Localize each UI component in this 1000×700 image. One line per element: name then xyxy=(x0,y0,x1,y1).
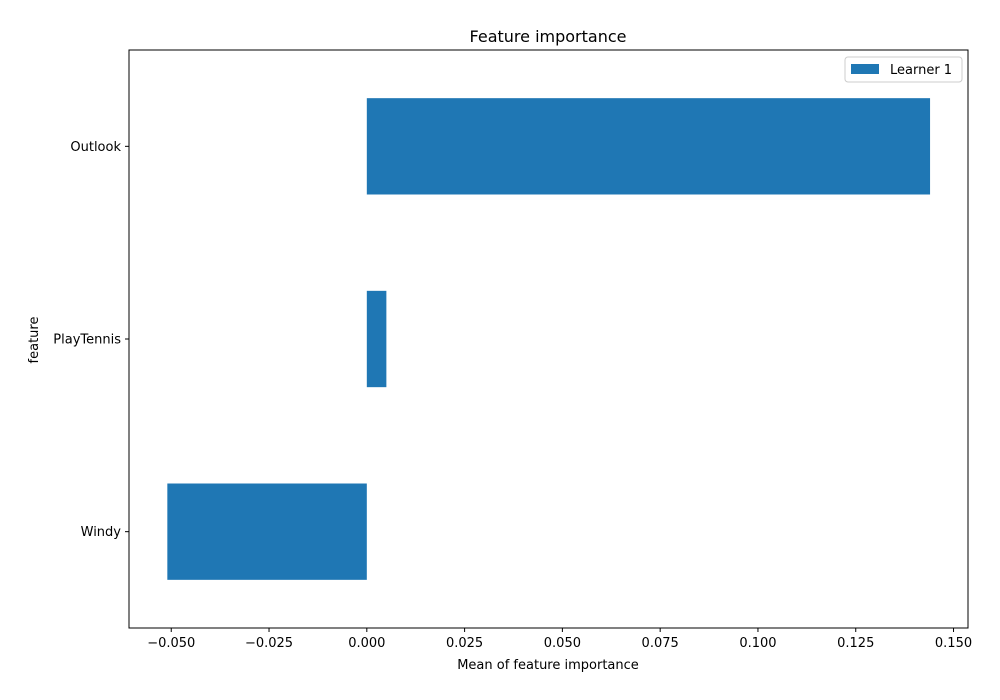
bar-outlook xyxy=(366,98,931,195)
x-axis-ticks: −0.050 −0.025 0.000 0.025 0.050 0.075 0.100 0.1… xyxy=(147,628,972,651)
chart-title: Feature importance xyxy=(470,27,627,46)
y-tick-label-outlook: Outlook xyxy=(70,140,121,155)
legend: Learner 1 xyxy=(844,56,963,83)
x-tick-label-6: 0.100 xyxy=(739,636,776,651)
x-tick-label-7: 0.125 xyxy=(837,636,874,651)
x-axis-label: Mean of feature importance xyxy=(457,658,639,673)
y-axis-ticks: Outlook PlayTennis Windy xyxy=(53,140,129,540)
x-tick-label-3: 0.025 xyxy=(446,636,483,651)
y-tick-label-windy: Windy xyxy=(81,525,122,540)
x-tick-label-4: 0.050 xyxy=(544,636,581,651)
legend-label-learner-1: Learner 1 xyxy=(890,63,952,78)
bar-windy xyxy=(167,483,367,580)
legend-swatch-learner-1 xyxy=(851,64,879,74)
x-tick-label-0: −0.050 xyxy=(147,636,195,651)
x-tick-label-1: −0.025 xyxy=(245,636,293,651)
bar-playtennis xyxy=(366,290,387,388)
legend-frame xyxy=(844,56,963,83)
x-tick-label-5: 0.075 xyxy=(642,636,679,651)
y-axis-label: feature xyxy=(27,317,42,364)
x-tick-label-8: 0.150 xyxy=(935,636,972,651)
bars-group xyxy=(167,98,931,580)
y-tick-label-playtennis: PlayTennis xyxy=(53,333,121,348)
x-tick-label-2: 0.000 xyxy=(348,636,385,651)
